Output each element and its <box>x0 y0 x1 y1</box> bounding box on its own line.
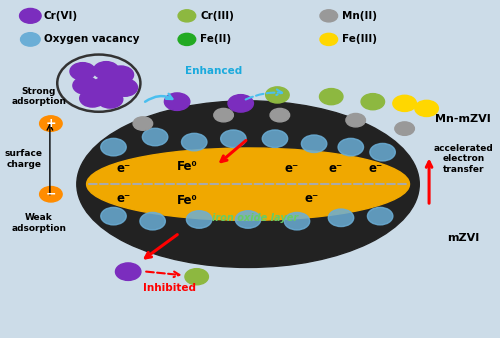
Text: e⁻: e⁻ <box>116 163 130 175</box>
Text: surface
charge: surface charge <box>5 149 43 169</box>
Circle shape <box>185 269 208 285</box>
Circle shape <box>142 128 168 146</box>
Circle shape <box>133 117 152 130</box>
Circle shape <box>361 94 384 110</box>
Circle shape <box>395 122 414 135</box>
Circle shape <box>346 114 366 127</box>
Text: Cr(III): Cr(III) <box>200 11 234 21</box>
Circle shape <box>112 79 138 96</box>
Text: e⁻: e⁻ <box>116 192 130 205</box>
Circle shape <box>178 33 196 46</box>
Circle shape <box>108 66 134 83</box>
Circle shape <box>20 33 40 46</box>
Circle shape <box>40 116 62 131</box>
Text: e⁻: e⁻ <box>285 163 299 175</box>
Circle shape <box>368 208 393 225</box>
Circle shape <box>220 130 246 147</box>
Text: Fe⁰: Fe⁰ <box>176 194 198 208</box>
Text: Oxygen vacancy: Oxygen vacancy <box>44 34 139 44</box>
Circle shape <box>262 130 287 147</box>
Circle shape <box>228 95 254 112</box>
Circle shape <box>178 10 196 22</box>
Circle shape <box>270 108 289 122</box>
Circle shape <box>302 135 327 152</box>
Circle shape <box>320 10 338 22</box>
Circle shape <box>140 212 166 230</box>
Circle shape <box>328 209 353 226</box>
Circle shape <box>266 87 289 103</box>
Text: Weak
adsorption: Weak adsorption <box>11 213 66 233</box>
Ellipse shape <box>86 148 409 220</box>
Circle shape <box>186 211 212 228</box>
Circle shape <box>116 263 141 281</box>
Circle shape <box>214 108 234 122</box>
Text: accelerated
electron
transfer: accelerated electron transfer <box>434 144 493 174</box>
Ellipse shape <box>77 101 419 267</box>
Text: Cr(VI): Cr(VI) <box>44 11 78 21</box>
Circle shape <box>98 91 123 108</box>
Text: Fe(III): Fe(III) <box>342 34 377 44</box>
Text: e⁻: e⁻ <box>304 192 319 205</box>
Circle shape <box>101 208 126 225</box>
Text: Mn(II): Mn(II) <box>342 11 377 21</box>
Circle shape <box>338 138 363 156</box>
Circle shape <box>80 90 105 107</box>
Text: Inhibited: Inhibited <box>144 284 197 293</box>
Text: −: − <box>46 188 56 201</box>
Circle shape <box>70 63 96 80</box>
Text: e⁻: e⁻ <box>329 163 343 175</box>
Circle shape <box>40 187 62 202</box>
Text: Strong
adsorption: Strong adsorption <box>11 87 66 106</box>
Circle shape <box>320 89 343 105</box>
Text: Fe(II): Fe(II) <box>200 34 231 44</box>
Circle shape <box>393 95 416 112</box>
Circle shape <box>182 133 207 151</box>
Circle shape <box>236 211 261 228</box>
Circle shape <box>415 100 438 117</box>
Circle shape <box>320 33 338 46</box>
Circle shape <box>73 77 98 94</box>
Text: e⁻: e⁻ <box>368 163 382 175</box>
Circle shape <box>94 62 119 79</box>
Circle shape <box>94 77 119 94</box>
Circle shape <box>370 143 396 161</box>
Text: mZVI: mZVI <box>447 233 480 243</box>
Text: Mn-mZVI: Mn-mZVI <box>436 114 491 123</box>
Circle shape <box>164 93 190 111</box>
Circle shape <box>284 212 310 230</box>
Text: +: + <box>46 117 56 130</box>
Text: Fe⁰: Fe⁰ <box>176 160 198 173</box>
Text: iron oxide layer: iron oxide layer <box>212 213 298 223</box>
Circle shape <box>20 8 41 23</box>
Text: Enhanced: Enhanced <box>185 66 242 76</box>
Circle shape <box>101 138 126 156</box>
